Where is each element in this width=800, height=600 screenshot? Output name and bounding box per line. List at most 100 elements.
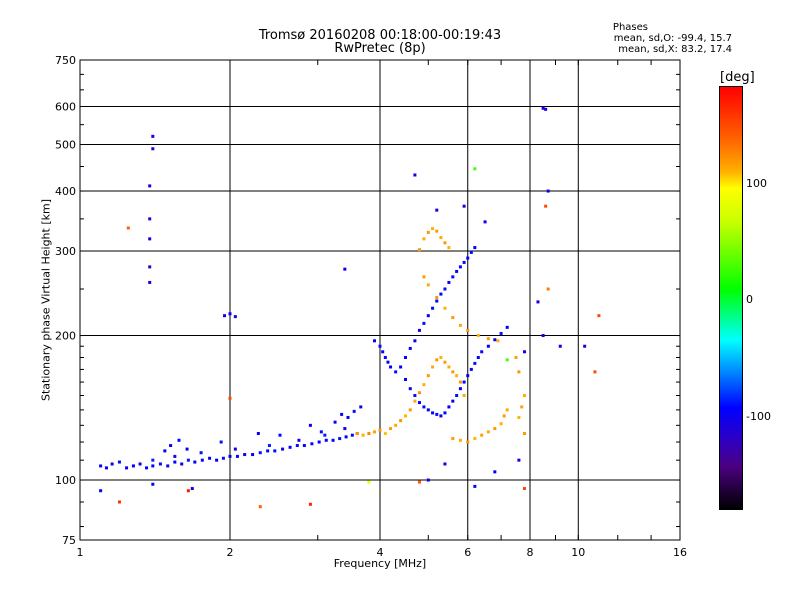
echo-point	[443, 360, 447, 364]
echo-point	[517, 370, 521, 374]
echo-point	[455, 374, 459, 378]
echo-point	[439, 414, 443, 418]
echo-point	[190, 487, 194, 491]
echo-point	[163, 449, 167, 453]
echo-point	[403, 414, 407, 418]
echo-point	[443, 287, 447, 291]
echo-point	[443, 462, 447, 466]
echo-point	[340, 412, 344, 416]
echo-point	[493, 427, 497, 431]
echo-point	[151, 458, 155, 462]
echo-point	[431, 227, 435, 231]
echo-point	[439, 236, 443, 240]
y-tick-label: 100	[55, 474, 76, 487]
phases-legend-heading: Phases	[612, 22, 648, 33]
phase-stats-x: mean, sd,X: 83.2, 17.4	[618, 44, 732, 55]
echo-point	[417, 248, 421, 252]
echo-point	[367, 432, 371, 436]
echo-point	[458, 380, 462, 384]
echo-point	[258, 451, 262, 455]
chart-subtitle: RwPretec (8p)	[334, 41, 426, 56]
echo-point	[426, 314, 430, 318]
echo-point	[148, 217, 152, 221]
echo-point	[403, 377, 407, 381]
echo-point	[389, 427, 393, 431]
echo-point	[473, 167, 477, 171]
echo-point	[462, 380, 466, 384]
echo-point	[505, 408, 509, 412]
echo-point	[473, 437, 477, 441]
echo-point	[451, 370, 455, 374]
echo-point	[480, 433, 484, 437]
echo-point	[493, 338, 497, 342]
echo-point	[104, 466, 108, 470]
y-tick-label: 750	[55, 54, 76, 67]
echo-point	[593, 370, 597, 374]
echo-point	[381, 350, 385, 354]
echo-point	[435, 299, 439, 303]
echo-point	[462, 204, 466, 208]
echo-point	[228, 312, 232, 316]
echo-point	[151, 464, 155, 468]
echo-point	[458, 387, 462, 391]
echo-point	[145, 466, 149, 470]
echo-point	[125, 466, 129, 470]
y-tick-label: 75	[62, 534, 76, 547]
echo-point	[544, 204, 548, 208]
colorbar-tick-0: 0	[746, 293, 753, 306]
x-axis-label: Frequency [MHz]	[333, 557, 427, 570]
echo-point	[426, 283, 430, 287]
echo-point	[473, 361, 477, 365]
echo-point	[473, 484, 477, 488]
echo-point	[431, 411, 435, 415]
echo-point	[426, 478, 430, 482]
echo-point	[394, 423, 398, 427]
echo-point	[386, 360, 390, 364]
echo-point	[308, 423, 312, 427]
echo-point	[151, 147, 155, 151]
echo-point	[480, 350, 484, 354]
echo-point	[447, 365, 451, 369]
echo-point	[273, 449, 277, 453]
echo-point	[422, 405, 426, 409]
echo-point	[443, 306, 447, 310]
echo-point	[228, 454, 232, 458]
echo-point	[278, 433, 282, 437]
echo-point	[99, 489, 103, 493]
echo-point	[199, 451, 203, 455]
echo-point	[431, 306, 435, 310]
echo-point	[597, 314, 601, 318]
echo-point	[523, 487, 527, 491]
echo-point	[117, 500, 121, 504]
echo-point	[343, 267, 347, 271]
echo-point	[378, 344, 382, 348]
echo-point	[439, 292, 443, 296]
echo-point	[173, 460, 177, 464]
echo-point	[514, 355, 518, 359]
echo-point	[233, 315, 237, 319]
echo-point	[359, 405, 363, 409]
echo-point	[256, 432, 260, 436]
y-tick-label: 500	[55, 139, 76, 152]
echo-point	[403, 355, 407, 359]
echo-point	[466, 440, 470, 444]
echo-point	[408, 346, 412, 350]
echo-point	[426, 374, 430, 378]
echo-point	[544, 107, 548, 111]
y-tick-label: 200	[55, 330, 76, 343]
echo-point	[523, 432, 527, 436]
echo-point	[483, 220, 487, 224]
echo-point	[338, 437, 342, 441]
echo-point	[186, 458, 190, 462]
echo-point	[451, 399, 455, 403]
echo-point	[235, 454, 239, 458]
echo-point	[310, 442, 314, 446]
echo-point	[546, 189, 550, 193]
echo-point	[426, 408, 430, 412]
echo-point	[317, 440, 321, 444]
echo-point	[447, 246, 451, 250]
echo-point	[131, 464, 135, 468]
echo-point	[243, 453, 247, 457]
echo-point	[447, 280, 451, 284]
